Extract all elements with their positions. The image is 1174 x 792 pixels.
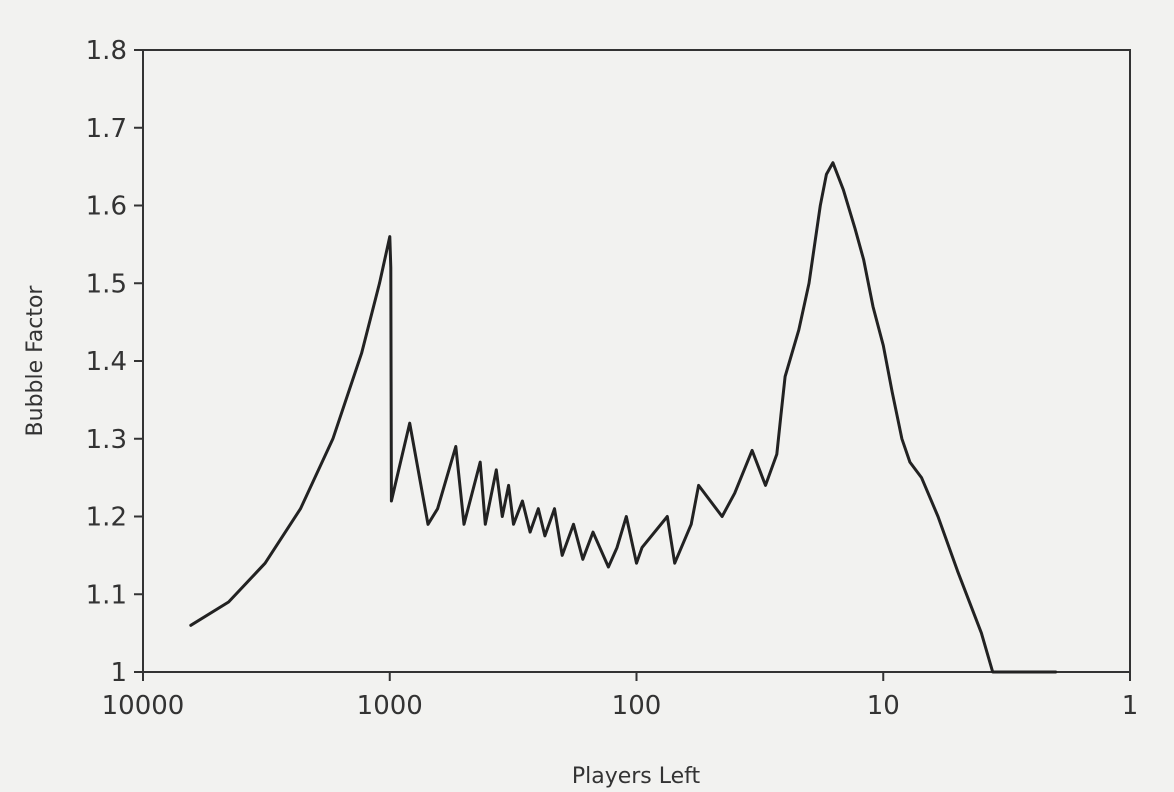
y-tick-label: 1.3 xyxy=(86,425,127,455)
x-tick-label: 10000 xyxy=(102,691,185,721)
y-tick-label: 1 xyxy=(110,658,127,688)
x-tick-label: 100 xyxy=(612,691,662,721)
y-tick-label: 1.8 xyxy=(86,36,127,66)
y-tick-label: 1.2 xyxy=(86,503,127,533)
x-tick-label: 1 xyxy=(1122,691,1139,721)
y-tick-label: 1.5 xyxy=(86,269,127,299)
y-tick-label: 1.4 xyxy=(86,347,127,377)
y-axis-title: Bubble Factor xyxy=(23,285,48,437)
x-tick-label: 10 xyxy=(867,691,900,721)
y-axis: 1 1.1 1.2 1.3 1.4 1.5 1.6 1.7 1.8 xyxy=(86,36,143,688)
x-axis-title: Players Left xyxy=(572,764,701,789)
plot-frame xyxy=(142,49,1131,673)
y-tick-label: 1.1 xyxy=(86,580,127,610)
x-tick-label: 1000 xyxy=(357,691,423,721)
x-axis: 10000 1000 100 10 1 xyxy=(102,672,1139,721)
y-tick-label: 1.7 xyxy=(86,114,127,144)
y-tick-label: 1.6 xyxy=(86,192,127,222)
series-line-bubble-factor xyxy=(189,161,1058,674)
